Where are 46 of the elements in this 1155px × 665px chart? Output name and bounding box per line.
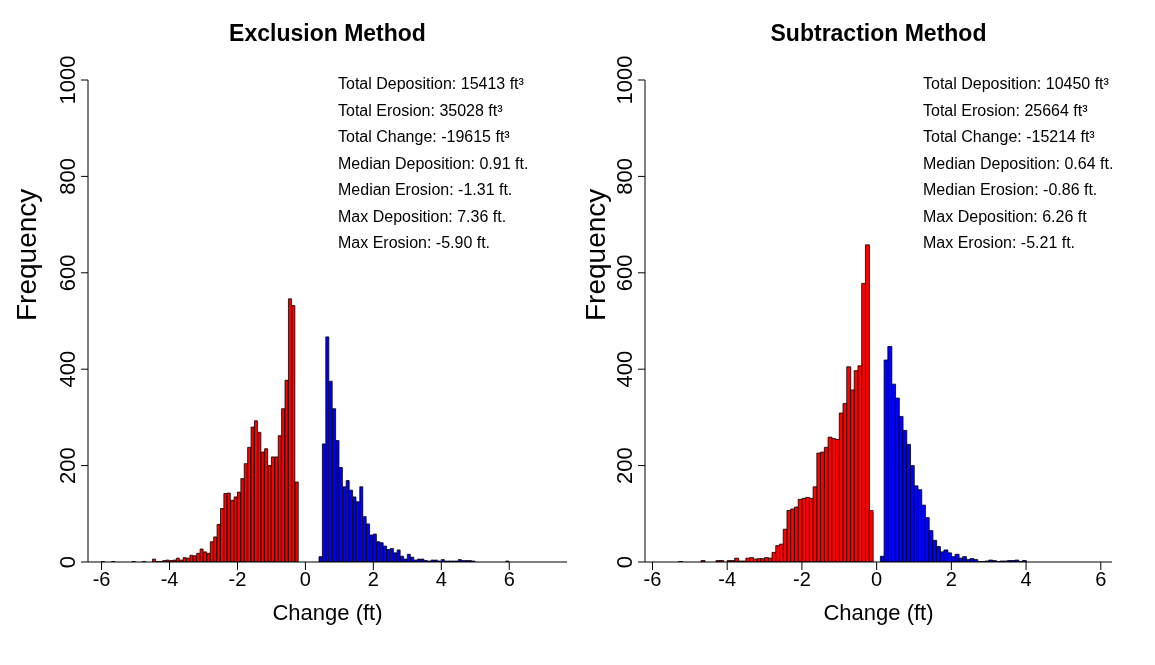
annotation: Total Erosion: 35028 ft³ (338, 100, 504, 121)
x-tick-label: 2 (367, 568, 379, 591)
y-axis-title: Frequency (579, 188, 611, 321)
annotation: Median Deposition: 0.91 ft. (338, 153, 529, 174)
y-tick-label: 400 (612, 350, 637, 388)
x-tick-label: -2 (793, 568, 811, 591)
y-tick-label: 200 (55, 447, 80, 484)
x-tick-label: 2 (945, 568, 957, 591)
x-axis-title: Change (ft) (272, 600, 383, 625)
y-tick-label: 200 (612, 447, 637, 484)
x-tick-label: 0 (299, 568, 311, 591)
annotation: Median Erosion: -0.86 ft. (923, 180, 1099, 200)
chart-title: Subtraction Method (769, 20, 988, 47)
x-tick-label: 6 (503, 568, 515, 591)
annotation: Median Erosion: -1.31 ft. (338, 180, 514, 200)
x-tick-label: -6 (92, 568, 111, 591)
x-tick-label: 4 (435, 568, 447, 591)
x-tick-label: 6 (1095, 568, 1107, 591)
x-axis-title: Change (ft) (823, 600, 934, 625)
annotation: Total Deposition: 10450 ft³ (923, 74, 1110, 94)
y-tick-label: 600 (55, 254, 80, 292)
y-tick-label: 1000 (612, 55, 637, 105)
annotation: Total Change: -19615 ft³ (338, 127, 511, 147)
y-tick-label: 800 (612, 158, 637, 195)
x-tick-label: -4 (718, 568, 737, 591)
annotation: Total Change: -15214 ft³ (923, 127, 1096, 147)
chart-title: Exclusion Method (228, 20, 427, 47)
y-tick-label: 1000 (55, 55, 80, 105)
annotation: Total Deposition: 15413 ft³ (338, 74, 525, 94)
x-tick-label: 4 (1020, 568, 1032, 591)
annotation: Max Deposition: 6.26 ft (923, 206, 1088, 227)
x-tick-label: -2 (228, 568, 247, 591)
y-axis-title: Frequency (10, 188, 42, 321)
x-tick-label: -4 (160, 568, 179, 591)
x-tick-label: -6 (643, 568, 662, 591)
y-tick-label: 0 (55, 555, 80, 569)
y-tick-label: 800 (55, 158, 80, 195)
x-tick-label: 0 (871, 568, 883, 591)
annotation: Max Erosion: -5.21 ft. (923, 233, 1077, 253)
annotation: Max Deposition: 7.36 ft. (338, 206, 508, 227)
y-tick-label: 600 (612, 254, 637, 292)
y-tick-label: 400 (55, 350, 80, 388)
y-tick-label: 0 (612, 555, 637, 569)
annotation: Median Deposition: 0.64 ft. (923, 153, 1114, 174)
annotation: Total Erosion: 25664 ft³ (923, 100, 1089, 121)
annotation: Max Erosion: -5.90 ft. (338, 233, 492, 253)
